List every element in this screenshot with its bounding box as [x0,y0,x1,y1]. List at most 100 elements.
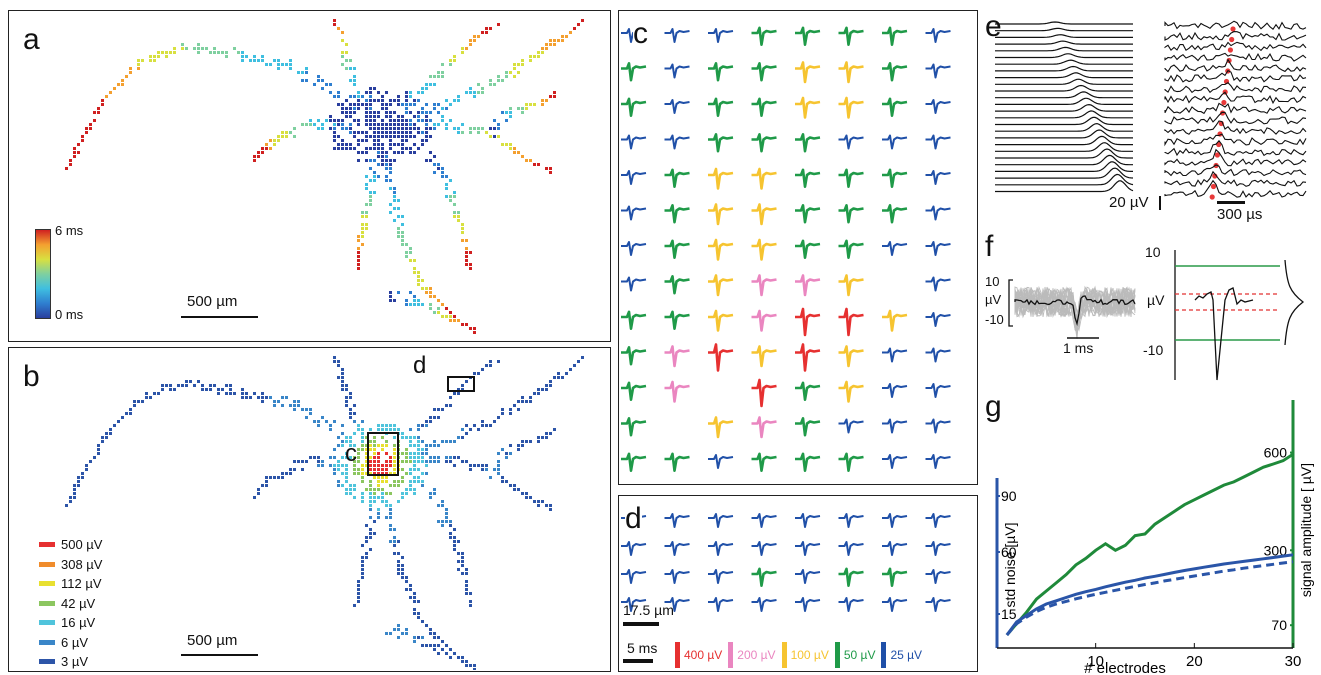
electrode-dot [329,115,332,118]
electrode-dot [129,71,132,74]
electrode-dot [413,464,416,467]
electrode-dot [365,452,368,455]
electrode-dot [453,528,456,531]
electrode-dot [353,464,356,467]
electrode-dot [413,456,416,459]
spike-waveform [751,203,777,226]
electrode-dot [449,311,452,314]
electrode-dot [373,147,376,150]
electrode-dot [385,167,388,170]
electrode-dot [361,572,364,575]
electrode-dot [529,440,532,443]
electrode-dot [393,143,396,146]
electrode-dot [313,123,316,126]
electrode-dot [425,127,428,130]
spike-waveform [664,310,690,330]
electrode-dot [369,500,372,503]
trace-line [995,154,1133,166]
electrode-dot [557,372,560,375]
trace-line [1164,120,1307,135]
electrode-dot [461,47,464,50]
electrode-dot [365,151,368,154]
electrode-dot [365,159,368,162]
electrode-dot [77,484,80,487]
electrode-dot [361,215,364,218]
electrode-dot [173,47,176,50]
electrode-dot [89,127,92,130]
electrode-dot [217,51,220,54]
electrode-dot [465,664,468,667]
electrode-dot [485,31,488,34]
electrode-dot [317,75,320,78]
electrode-dot [217,392,220,395]
electrode-dot [269,139,272,142]
electrode-dot [433,408,436,411]
electrode-dot [437,444,440,447]
electrode-dot [445,508,448,511]
series-line-2 [1005,560,1294,636]
electrode-dot [353,404,356,407]
electrode-dot [85,127,88,130]
time-scalebar-label: 5 ms [627,640,658,656]
electrode-dot [345,404,348,407]
electrode-dot [369,191,372,194]
electrode-dot [349,456,352,459]
electrode-dot [397,628,400,631]
trace-line [1164,139,1307,157]
electrode-dot [281,63,284,66]
electrode-dot [389,484,392,487]
electrode-dot [349,131,352,134]
electrode-dot [349,115,352,118]
electrode-dot [485,424,488,427]
legend-entry: 6 µV [39,633,102,653]
spike-waveform [708,274,734,297]
spike-waveform [882,347,908,363]
electrode-dot [357,99,360,102]
electrode-dot [353,95,356,98]
electrode-dot [81,139,84,142]
electrode-dot [445,123,448,126]
electrode-dot [381,496,384,499]
electrode-dot [573,364,576,367]
legend-swatch [39,659,55,665]
electrode-dot [341,368,344,371]
electrode-dot [185,384,188,387]
electrode-dot [365,115,368,118]
electrode-dot [357,143,360,146]
electrode-dot [369,87,372,90]
electrode-dot [253,496,256,499]
electrode-dot [417,468,420,471]
electrode-dot [133,400,136,403]
electrode-dot [397,231,400,234]
electrode-dot [489,79,492,82]
spike-waveform [925,597,951,612]
electrode-dot [165,51,168,54]
electrode-dot [393,299,396,302]
spike-waveform [882,62,908,82]
electrode-dot [409,247,412,250]
electrode-dot [461,131,464,134]
electrode-dot [497,79,500,82]
electrode-dot [405,99,408,102]
electrode-dot [357,123,360,126]
electrode-dot [365,556,368,559]
spike-waveform [751,274,777,297]
electrode-dot [273,143,276,146]
electrode-dot [461,239,464,242]
electrode-dot [417,275,420,278]
electrode-dot [461,428,464,431]
spike-waveform [925,312,951,327]
electrode-dot [397,99,400,102]
trace-line [995,53,1133,59]
electrode-dot [153,59,156,62]
electrode-dot [65,504,68,507]
electrode-dot [261,396,264,399]
electrode-dot [405,255,408,258]
electrode-dot [465,259,468,262]
electrode-dot [337,376,340,379]
electrode-dot [445,195,448,198]
electrode-dot [365,107,368,110]
colorbar-max-label: 6 ms [55,223,84,238]
electrode-dot [461,231,464,234]
electrode-dot [537,51,540,54]
